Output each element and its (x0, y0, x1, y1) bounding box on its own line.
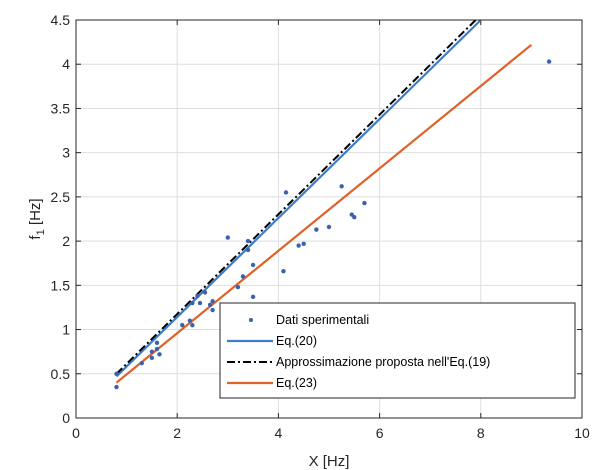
legend-label-eq23: Eq.(23) (276, 376, 317, 390)
y-tick-label: 4.5 (51, 12, 71, 28)
x-tick-label: 10 (574, 425, 590, 441)
data-point-dati-sperimentali (362, 200, 367, 206)
y-axis-label-unit: [Hz] (27, 198, 44, 229)
series-points (114, 59, 552, 390)
data-point-dati-sperimentali (149, 355, 155, 361)
data-point-dati-sperimentali (240, 274, 246, 279)
data-point-dati-sperimentali (207, 302, 213, 307)
data-point-dati-sperimentali (157, 352, 162, 357)
data-point-dati-sperimentali (149, 349, 155, 354)
x-axis-label: X [Hz] (309, 453, 350, 470)
legend-box (219, 302, 576, 399)
data-point-dati-sperimentali (197, 300, 203, 306)
data-point-dati-sperimentali (245, 238, 251, 244)
data-point-dati-sperimentali (281, 268, 286, 274)
data-point-dati-sperimentali (301, 241, 306, 246)
y-axis-label-subscript: 1 (35, 229, 47, 235)
data-point-dati-sperimentali (250, 262, 256, 268)
data-point-dati-sperimentali (210, 307, 215, 313)
x-tick-label: 4 (275, 425, 283, 441)
y-axis-label: f1 [Hz] (27, 198, 47, 239)
y-tick-labels: 0 0.5 1 1.5 2 2.5 3 3.5 4 4.5 (51, 12, 71, 426)
x-tick-label: 0 (72, 425, 80, 441)
data-point-dati-sperimentali (187, 318, 193, 323)
data-point-dati-sperimentali (314, 227, 319, 232)
data-point-dati-sperimentali (154, 340, 160, 346)
series-line-3 (115, 43, 533, 384)
data-point-dati-sperimentali (195, 293, 200, 299)
series-line-2 (115, 19, 477, 375)
y-tick-label: 2.5 (51, 189, 71, 205)
legend-label-dati-sperimentali: Dati sperimentali (276, 313, 369, 327)
data-point-dati-sperimentali (202, 290, 208, 295)
data-point-dati-sperimentali (339, 184, 344, 189)
data-point-dati-sperimentali (352, 215, 357, 220)
x-tick-labels: 0 2 4 6 8 10 (72, 425, 590, 441)
x-tick-label: 6 (376, 425, 384, 441)
x-tick-label: 8 (477, 425, 485, 441)
legend: Dati sperimentali Eq.(20) Approssimazion… (219, 302, 576, 399)
y-tick-label: 1.5 (51, 277, 71, 293)
x-tick-label: 2 (173, 425, 181, 441)
data-point-dati-sperimentali (283, 190, 289, 195)
data-point-dati-sperimentali (154, 346, 160, 352)
y-tick-label: 2 (62, 233, 70, 249)
data-point-dati-sperimentali (235, 284, 241, 290)
series-lines (115, 19, 533, 384)
data-point-dati-sperimentali (190, 300, 195, 306)
y-tick-label: 4 (62, 56, 70, 72)
y-tick-label: 0 (62, 410, 70, 426)
data-point-dati-sperimentali (546, 59, 552, 64)
legend-marker-dati-sperimentali (249, 318, 253, 322)
data-point-dati-sperimentali (296, 243, 301, 248)
data-point-dati-sperimentali (326, 224, 332, 230)
data-point-dati-sperimentali (210, 299, 215, 304)
data-point-dati-sperimentali (139, 360, 144, 366)
data-point-dati-sperimentali (114, 371, 119, 376)
y-axis-label-main: f (27, 235, 44, 240)
plot-frame (75, 19, 583, 419)
y-tick-label: 1 (62, 322, 70, 338)
data-point-dati-sperimentali (190, 322, 195, 328)
data-point-dati-sperimentali (180, 322, 185, 328)
y-tick-label: 3 (62, 145, 70, 161)
legend-label-eq20: Eq.(20) (276, 334, 317, 348)
y-tick-label: 0.5 (51, 366, 71, 382)
y-tick-label: 3.5 (51, 100, 71, 116)
series-line-1 (115, 19, 482, 378)
data-point-dati-sperimentali (245, 247, 251, 253)
data-point-dati-sperimentali (225, 235, 230, 240)
data-point-dati-sperimentali (114, 384, 119, 390)
data-point-dati-sperimentali (250, 294, 256, 300)
legend-label-eq19: Approssimazione proposta nell'Eq.(19) (276, 355, 490, 369)
